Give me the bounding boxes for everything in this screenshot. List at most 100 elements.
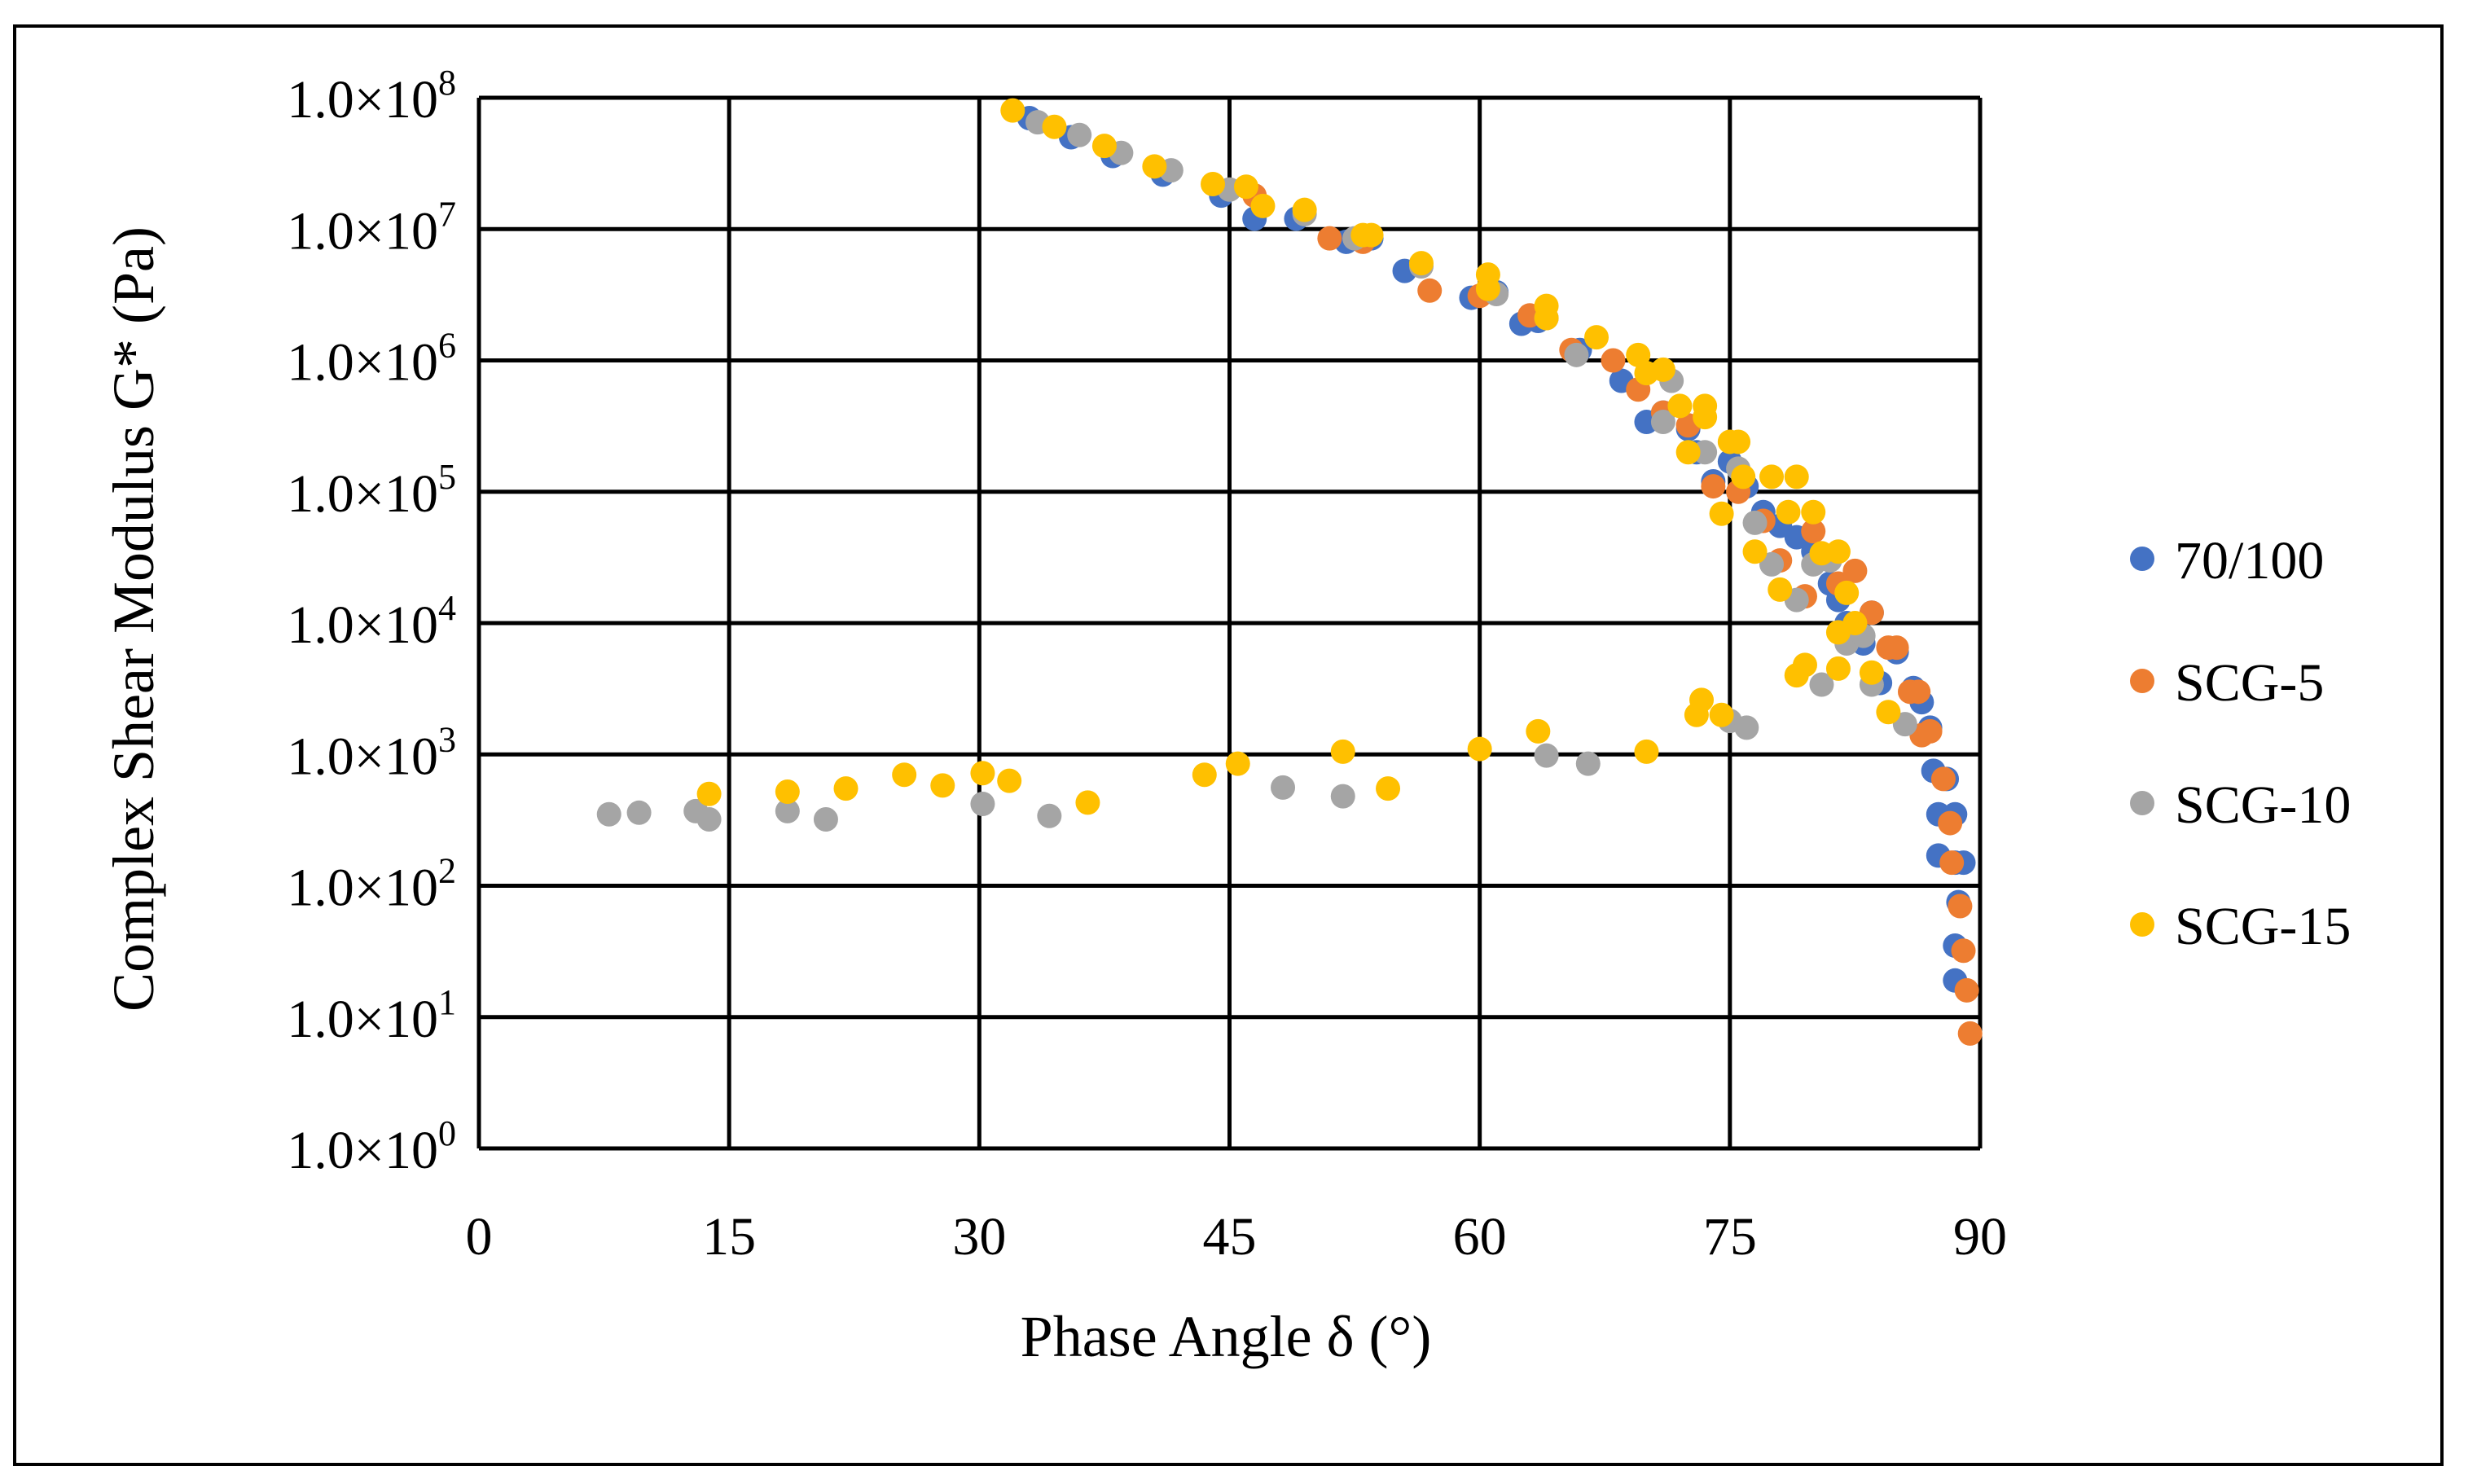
series-SCG-5 xyxy=(1242,183,1983,1046)
data-point xyxy=(1271,775,1296,800)
data-point xyxy=(696,807,722,832)
data-point xyxy=(1709,702,1734,727)
data-point xyxy=(1759,551,1785,577)
data-point xyxy=(1859,660,1884,685)
data-point xyxy=(813,807,838,832)
data-point xyxy=(1792,652,1817,678)
data-point xyxy=(1759,464,1785,490)
data-point xyxy=(1951,938,1976,964)
data-point xyxy=(1330,784,1355,809)
data-point xyxy=(1225,751,1250,776)
y-tick-label: 1.0×107 xyxy=(287,194,456,261)
data-point xyxy=(1534,305,1559,331)
data-point xyxy=(1000,98,1025,123)
legend: 70/100 SCG-5 SCG-10 SCG-15 xyxy=(2130,531,2351,956)
data-point xyxy=(1930,766,1956,792)
y-tick-label: 1.0×103 xyxy=(287,719,456,786)
legend-label: SCG-5 xyxy=(2175,653,2324,713)
grid-lines xyxy=(476,95,1983,1151)
data-point xyxy=(1693,405,1718,430)
data-point xyxy=(1626,342,1651,367)
data-point xyxy=(833,776,859,801)
data-point xyxy=(1233,174,1258,200)
data-point xyxy=(1689,687,1715,713)
y-tick-label: 1.0×105 xyxy=(287,457,456,524)
data-point xyxy=(696,781,722,806)
legend-label: 70/100 xyxy=(2175,531,2324,591)
x-tick-labels: 0 15 30 45 60 75 90 xyxy=(466,1207,2008,1267)
data-point xyxy=(1957,1021,1983,1046)
data-point xyxy=(1825,539,1851,564)
y-tick-label: 1.0×104 xyxy=(287,588,456,655)
data-point xyxy=(1142,154,1167,179)
data-point xyxy=(1876,700,1901,725)
data-point xyxy=(1939,850,1965,876)
data-point xyxy=(1709,501,1734,526)
x-tick-label: 15 xyxy=(702,1207,756,1267)
data-point xyxy=(1938,810,1963,836)
data-point xyxy=(1917,718,1943,744)
data-point xyxy=(1742,510,1768,535)
data-point xyxy=(1067,122,1092,147)
data-point xyxy=(1417,278,1443,303)
data-point xyxy=(775,798,800,823)
data-point xyxy=(1726,429,1751,454)
data-point xyxy=(1317,226,1342,251)
data-points xyxy=(596,98,1983,1046)
data-point xyxy=(970,761,995,786)
data-point xyxy=(1201,172,1226,197)
legend-marker-SCG-10 xyxy=(2130,791,2154,815)
data-point xyxy=(1091,134,1117,159)
data-point xyxy=(1675,440,1701,465)
x-tick-label: 45 xyxy=(1203,1207,1257,1267)
data-point xyxy=(1584,325,1609,350)
data-point xyxy=(1526,718,1551,744)
data-point xyxy=(970,792,995,817)
data-point xyxy=(1784,464,1809,490)
data-point xyxy=(1292,197,1317,222)
data-point xyxy=(892,762,917,788)
y-tick-label: 1.0×106 xyxy=(287,326,456,393)
y-tick-labels: 1.0×100 1.0×101 1.0×102 1.0×103 1.0×104 1.0×1… xyxy=(287,63,456,1180)
legend-marker-SCG-15 xyxy=(2130,912,2154,937)
data-point xyxy=(1731,464,1756,490)
data-point xyxy=(997,768,1022,793)
x-tick-label: 75 xyxy=(1703,1207,1757,1267)
data-point xyxy=(1037,803,1062,828)
data-point xyxy=(1564,342,1589,367)
data-point xyxy=(1408,251,1434,276)
data-point xyxy=(596,801,621,827)
data-point xyxy=(1954,977,1979,1003)
x-tick-label: 30 xyxy=(952,1207,1006,1267)
x-tick-label: 90 xyxy=(1953,1207,2007,1267)
data-point xyxy=(1834,580,1860,605)
data-point xyxy=(1634,739,1659,764)
series-SCG-15 xyxy=(696,98,1901,815)
y-tick-label: 1.0×108 xyxy=(287,63,456,130)
data-point xyxy=(775,779,800,805)
legend-marker-SCG-5 xyxy=(2130,669,2154,693)
data-point xyxy=(1467,736,1492,762)
data-point xyxy=(1734,715,1759,740)
data-point xyxy=(930,773,955,798)
data-point xyxy=(1842,558,1868,583)
legend-label: SCG-10 xyxy=(2175,775,2351,835)
data-point xyxy=(626,800,652,825)
data-point xyxy=(1330,739,1355,764)
data-point xyxy=(1768,577,1793,602)
y-tick-label: 1.0×100 xyxy=(287,1113,456,1180)
data-point xyxy=(1042,114,1067,139)
legend-label: SCG-15 xyxy=(2175,897,2351,956)
data-point xyxy=(1906,679,1931,705)
x-tick-label: 60 xyxy=(1453,1207,1507,1267)
data-point xyxy=(1801,499,1826,525)
data-point xyxy=(1742,539,1768,564)
data-point xyxy=(1075,790,1100,815)
data-point xyxy=(1801,519,1826,544)
data-point xyxy=(1534,743,1559,768)
data-point xyxy=(1650,357,1675,382)
data-point xyxy=(1575,751,1601,776)
y-tick-label: 1.0×102 xyxy=(287,851,456,918)
data-point xyxy=(1250,193,1276,218)
